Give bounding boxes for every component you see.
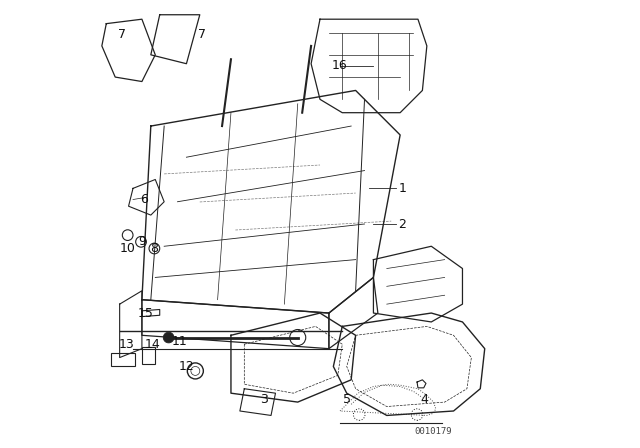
Text: 7: 7 — [118, 28, 126, 41]
Text: 6: 6 — [140, 193, 148, 206]
Text: 14: 14 — [145, 338, 161, 351]
Text: 15: 15 — [138, 306, 154, 319]
Text: 1: 1 — [399, 182, 406, 195]
Text: 8: 8 — [150, 242, 158, 255]
Text: 9: 9 — [138, 235, 146, 248]
Text: 7: 7 — [198, 28, 206, 41]
Text: 16: 16 — [332, 60, 348, 73]
Text: 0010179: 0010179 — [415, 426, 452, 435]
Text: 5: 5 — [342, 393, 351, 406]
Text: 12: 12 — [179, 360, 195, 373]
Text: 2: 2 — [399, 217, 406, 231]
Text: 10: 10 — [120, 242, 136, 255]
Text: 11: 11 — [172, 336, 188, 349]
Circle shape — [163, 332, 174, 343]
Text: 13: 13 — [118, 338, 134, 351]
FancyBboxPatch shape — [142, 347, 156, 364]
Text: 4: 4 — [420, 393, 429, 406]
FancyBboxPatch shape — [111, 353, 135, 366]
Text: 3: 3 — [260, 393, 268, 406]
